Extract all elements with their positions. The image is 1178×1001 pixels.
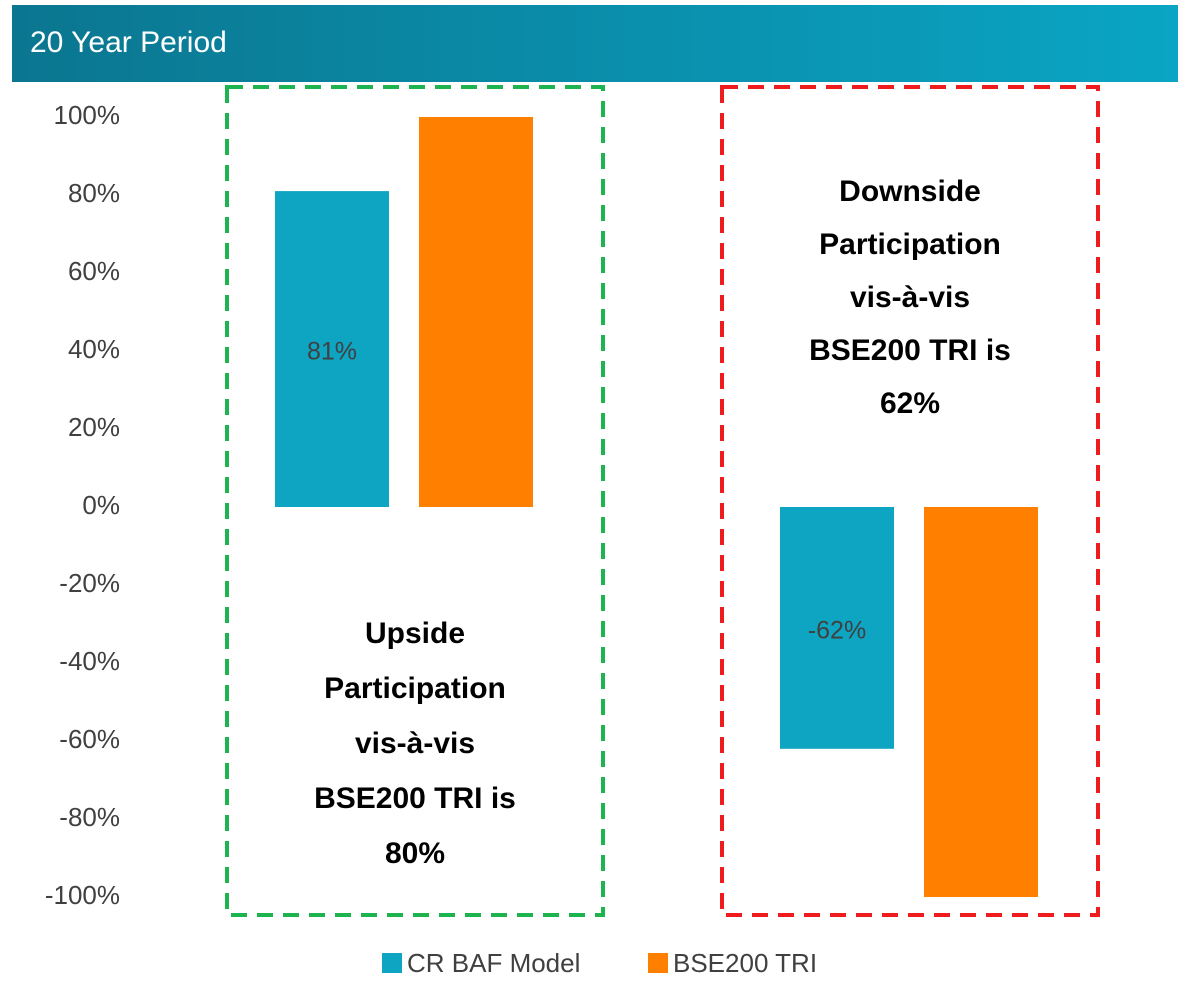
y-tick-label: 40% [68, 334, 120, 364]
annotation-text: 80% [385, 837, 445, 870]
legend-swatch [648, 953, 668, 973]
data-label: -62% [808, 617, 866, 645]
y-tick-label: 80% [68, 178, 120, 208]
annotation-text: Upside [365, 617, 465, 650]
legend-swatch [382, 953, 402, 973]
y-tick-label: 20% [68, 412, 120, 442]
y-tick-label: 100% [54, 100, 121, 130]
bar [924, 507, 1038, 897]
annotation-box [225, 85, 605, 917]
annotation-text: Downside [839, 175, 981, 208]
annotation-text: Participation [324, 672, 506, 705]
bar [780, 507, 894, 749]
header-bar [12, 5, 1178, 82]
y-tick-label: -20% [59, 568, 120, 598]
annotation-text: BSE200 TRI is [809, 334, 1011, 367]
y-tick-label: 60% [68, 256, 120, 286]
annotation-text: 62% [880, 387, 940, 420]
y-tick-label: -100% [45, 880, 120, 910]
y-tick-label: -80% [59, 802, 120, 832]
annotation-text: vis-à-vis [355, 727, 475, 760]
y-tick-label: -60% [59, 724, 120, 754]
bar [275, 191, 389, 507]
y-tick-label: 0% [82, 490, 120, 520]
data-label: 81% [307, 338, 357, 366]
bar [419, 117, 533, 507]
chart-title: 20 Year Period [30, 26, 227, 59]
legend-label: CR BAF Model [407, 948, 580, 978]
annotation-text: Participation [819, 228, 1001, 261]
annotation-text: vis-à-vis [850, 281, 970, 314]
annotation-text: BSE200 TRI is [314, 782, 516, 815]
legend-label: BSE200 TRI [673, 948, 817, 978]
annotation-box [720, 85, 1100, 917]
y-tick-label: -40% [59, 646, 120, 676]
